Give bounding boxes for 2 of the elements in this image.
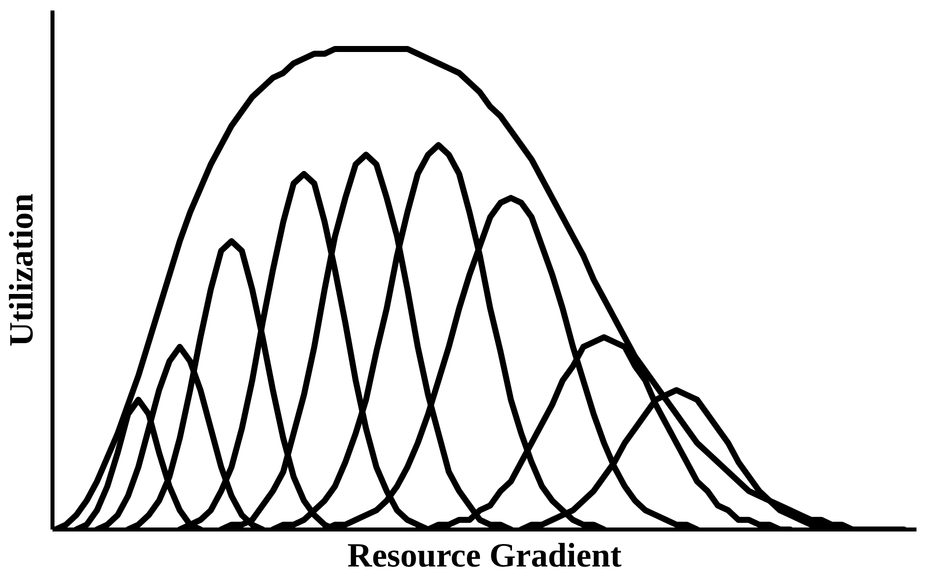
x-axis-title: Resource Gradient: [347, 538, 622, 574]
y-axis-title: Utilization: [4, 193, 40, 346]
